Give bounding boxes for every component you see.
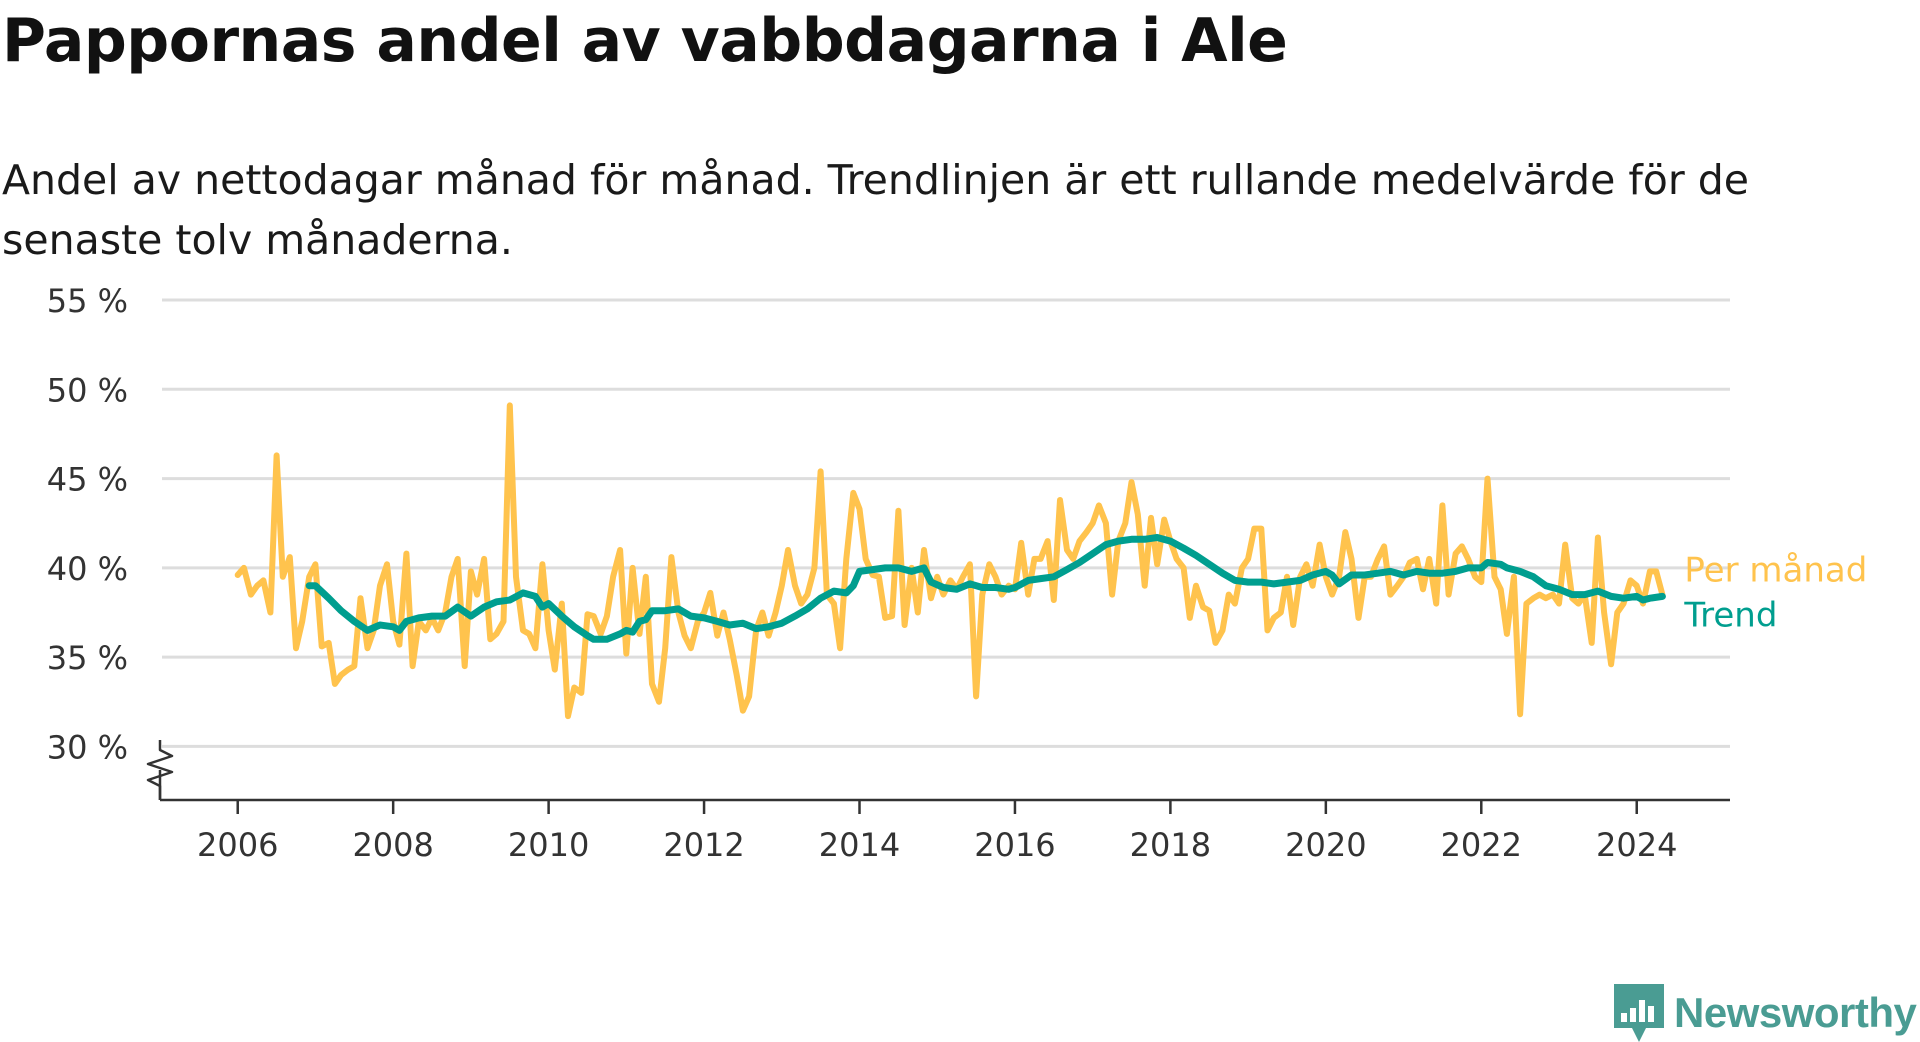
brand-logo: Newsworthy bbox=[1614, 984, 1917, 1042]
y-tick-label: 35 % bbox=[47, 639, 128, 677]
x-tick-label: 2024 bbox=[1596, 826, 1677, 864]
x-tick-label: 2006 bbox=[197, 826, 278, 864]
logo-text: Newsworthy bbox=[1674, 989, 1917, 1036]
y-tick-label: 30 % bbox=[47, 728, 128, 766]
x-tick-label: 2022 bbox=[1441, 826, 1522, 864]
chart-subtitle: Andel av nettodagar månad för månad. Tre… bbox=[2, 156, 1749, 264]
x-tick-label: 2008 bbox=[352, 826, 433, 864]
axes bbox=[146, 740, 1730, 802]
x-tick-label: 2018 bbox=[1130, 826, 1211, 864]
series-lines bbox=[234, 402, 1666, 720]
chart-title: Pappornas andel av vabbdagarna i Ale bbox=[2, 6, 1288, 76]
axis-break-icon bbox=[146, 740, 174, 800]
y-tick-label: 40 % bbox=[47, 550, 128, 588]
series-line-trend bbox=[305, 534, 1666, 643]
y-tick-label: 45 % bbox=[47, 461, 128, 499]
x-tick-label: 2014 bbox=[819, 826, 900, 864]
x-tick-label: 2020 bbox=[1285, 826, 1366, 864]
x-axis-ticks: 2006 2008 2010 2012 2014 2016 2018 2020 2022 2024 bbox=[197, 800, 1677, 864]
series-label-trend: Trend bbox=[1683, 595, 1777, 635]
y-tick-label: 50 % bbox=[47, 371, 128, 409]
gridlines bbox=[162, 298, 1730, 748]
x-tick-label: 2016 bbox=[974, 826, 1055, 864]
y-axis-ticks: 30 % 35 % 40 % 45 % 50 % 55 % bbox=[47, 282, 128, 766]
x-tick-label: 2010 bbox=[508, 826, 589, 864]
series-line-per-manad bbox=[234, 402, 1666, 720]
newsworthy-logo-icon bbox=[1614, 984, 1664, 1042]
x-tick-label: 2012 bbox=[663, 826, 744, 864]
y-tick-label: 55 % bbox=[47, 282, 128, 320]
series-label-per-manad: Per månad bbox=[1684, 551, 1867, 591]
